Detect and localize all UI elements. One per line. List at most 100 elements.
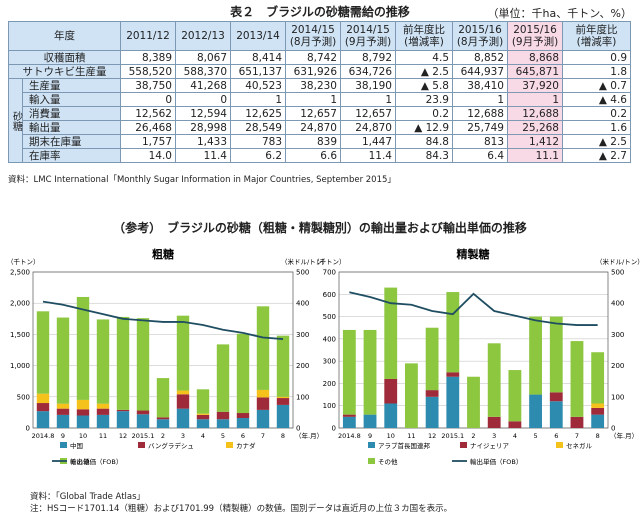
legend-label: その他 (70, 457, 90, 466)
bar-segment (76, 409, 90, 416)
bar-segment (36, 393, 50, 404)
bar-segment (216, 411, 230, 420)
table-cell: 558,520 (120, 64, 176, 79)
table-cell: 12,562 (120, 106, 176, 121)
x-tick-label: 11 (407, 432, 415, 440)
x-tick-label: 8 (596, 432, 600, 440)
bar-segment (196, 389, 210, 414)
bar-segment (446, 292, 460, 373)
y2-tick-label: 200 (296, 362, 309, 370)
supply-demand-table: 年度 2011/12 2012/13 2013/14 2014/15 (8月予測) 20… (8, 21, 631, 163)
bar-segment (591, 414, 605, 428)
bar-segment (591, 407, 605, 415)
bar-segment (116, 409, 130, 412)
column-header: 2012/13 (175, 21, 231, 51)
bar-segment (176, 408, 190, 428)
bar-segment (76, 399, 90, 410)
y2-tick-label: 300 (611, 331, 624, 339)
x-tick-label: 6 (241, 432, 245, 440)
bar-segment (276, 404, 290, 428)
legend-label: セネガル (566, 441, 593, 450)
x-tick-label: 3 (492, 432, 496, 440)
table-cell: 1,412 (507, 134, 563, 149)
bar-segment (116, 316, 130, 410)
bar-segment (342, 414, 356, 417)
bar-segment (56, 408, 70, 415)
table-cell: 23.9 (395, 92, 453, 107)
chart-note: 注：HSコード1701.14（粗糖）および1701.99（精製糖）の数値。国別デ… (30, 504, 453, 514)
table-cell: 634,726 (340, 64, 396, 79)
x-tick-label: 2014.8 (338, 432, 361, 440)
x-tick-label: 9 (61, 432, 65, 440)
legend-label: カナダ (236, 441, 256, 450)
table-cell: 8,389 (120, 50, 176, 65)
bar-segment (36, 311, 50, 394)
column-header: 2014/15 (8月予測) (285, 21, 341, 51)
table-cell: ▲ 0.7 (562, 78, 631, 93)
x-tick-label: 5 (221, 432, 225, 440)
table-cell: 6.4 (452, 148, 508, 163)
x-axis-unit: （年.月） (610, 431, 638, 440)
table-cell: 8,868 (507, 50, 563, 65)
x-tick-label: 11 (99, 432, 107, 440)
bar-segment (384, 403, 398, 428)
bar-segment (549, 392, 563, 402)
x-tick-label: 6 (554, 432, 558, 440)
column-header: 前年度比 (増減率) (562, 21, 631, 51)
y-tick-label: 2,500 (10, 269, 30, 277)
bar-segment (156, 419, 170, 428)
x-tick-label: 8 (281, 432, 285, 440)
x-tick-label: 7 (575, 432, 579, 440)
bar-segment (487, 343, 501, 417)
table-cell: 24,870 (285, 120, 341, 135)
table-cell: 839 (285, 134, 341, 149)
table-cell: 8,742 (285, 50, 341, 65)
table-cell: 12,657 (340, 106, 396, 121)
table-header-row: 年度 2011/12 2012/13 2013/14 2014/15 (8月予測) 20… (8, 21, 631, 51)
legend-swatch (368, 458, 375, 464)
bar-segment (256, 306, 270, 390)
bar-segment (384, 287, 398, 379)
chart-source: 資料：「Global Trade Atlas」 (30, 492, 146, 502)
x-tick-label: 2014.8 (32, 432, 55, 440)
x-tick-label: 3 (181, 432, 185, 440)
table-cell: 11.1 (507, 148, 563, 163)
y-tick-label: 500 (17, 393, 30, 401)
y-tick-label: 1,000 (10, 362, 30, 370)
y-tick-label: 300 (323, 358, 336, 366)
y-tick-label: 700 (323, 269, 336, 277)
table-cell: 12,657 (285, 106, 341, 121)
bar-segment (96, 403, 110, 409)
legend-swatch (556, 442, 563, 448)
bar-segment (96, 414, 110, 428)
table-cell: ▲ 2.5 (562, 134, 631, 149)
bar-segment (276, 396, 290, 399)
price-line (349, 291, 598, 326)
bar-segment (425, 396, 439, 428)
column-header: 前年度比 (増減率) (395, 21, 453, 51)
x-tick-label: 5 (534, 432, 538, 440)
bar-segment (467, 376, 480, 428)
y-tick-label: 500 (323, 313, 336, 321)
bar-segment (446, 372, 460, 377)
bar-segment (236, 333, 250, 414)
table-row: 収穫面積 8,389 8,067 8,414 8,742 8,792 4.5 8,852 8,8… (8, 50, 631, 65)
row-label: 期末在庫量 (22, 134, 121, 149)
x-axis-unit: （年.月） (295, 431, 323, 440)
y-tick-label: 400 (323, 335, 336, 343)
bar-segment (196, 419, 210, 428)
x-tick-label: 12 (428, 432, 436, 440)
bar-segment (136, 318, 150, 411)
bar-segment (36, 411, 50, 428)
bar-segment (36, 403, 50, 412)
table-cell: ▲ 4.6 (562, 92, 631, 107)
legend-label: アラブ首長国連邦 (378, 441, 431, 450)
bar-segment (176, 390, 190, 395)
chart-title: 粗糖 (152, 247, 174, 261)
row-label: 輸出量 (22, 120, 121, 135)
y-tick-label: 1,500 (10, 331, 30, 339)
y-axis-unit-right: （米ドル/トン） (596, 257, 640, 266)
x-tick-label: 2015.1 (441, 432, 464, 440)
bar-segment (529, 394, 542, 428)
